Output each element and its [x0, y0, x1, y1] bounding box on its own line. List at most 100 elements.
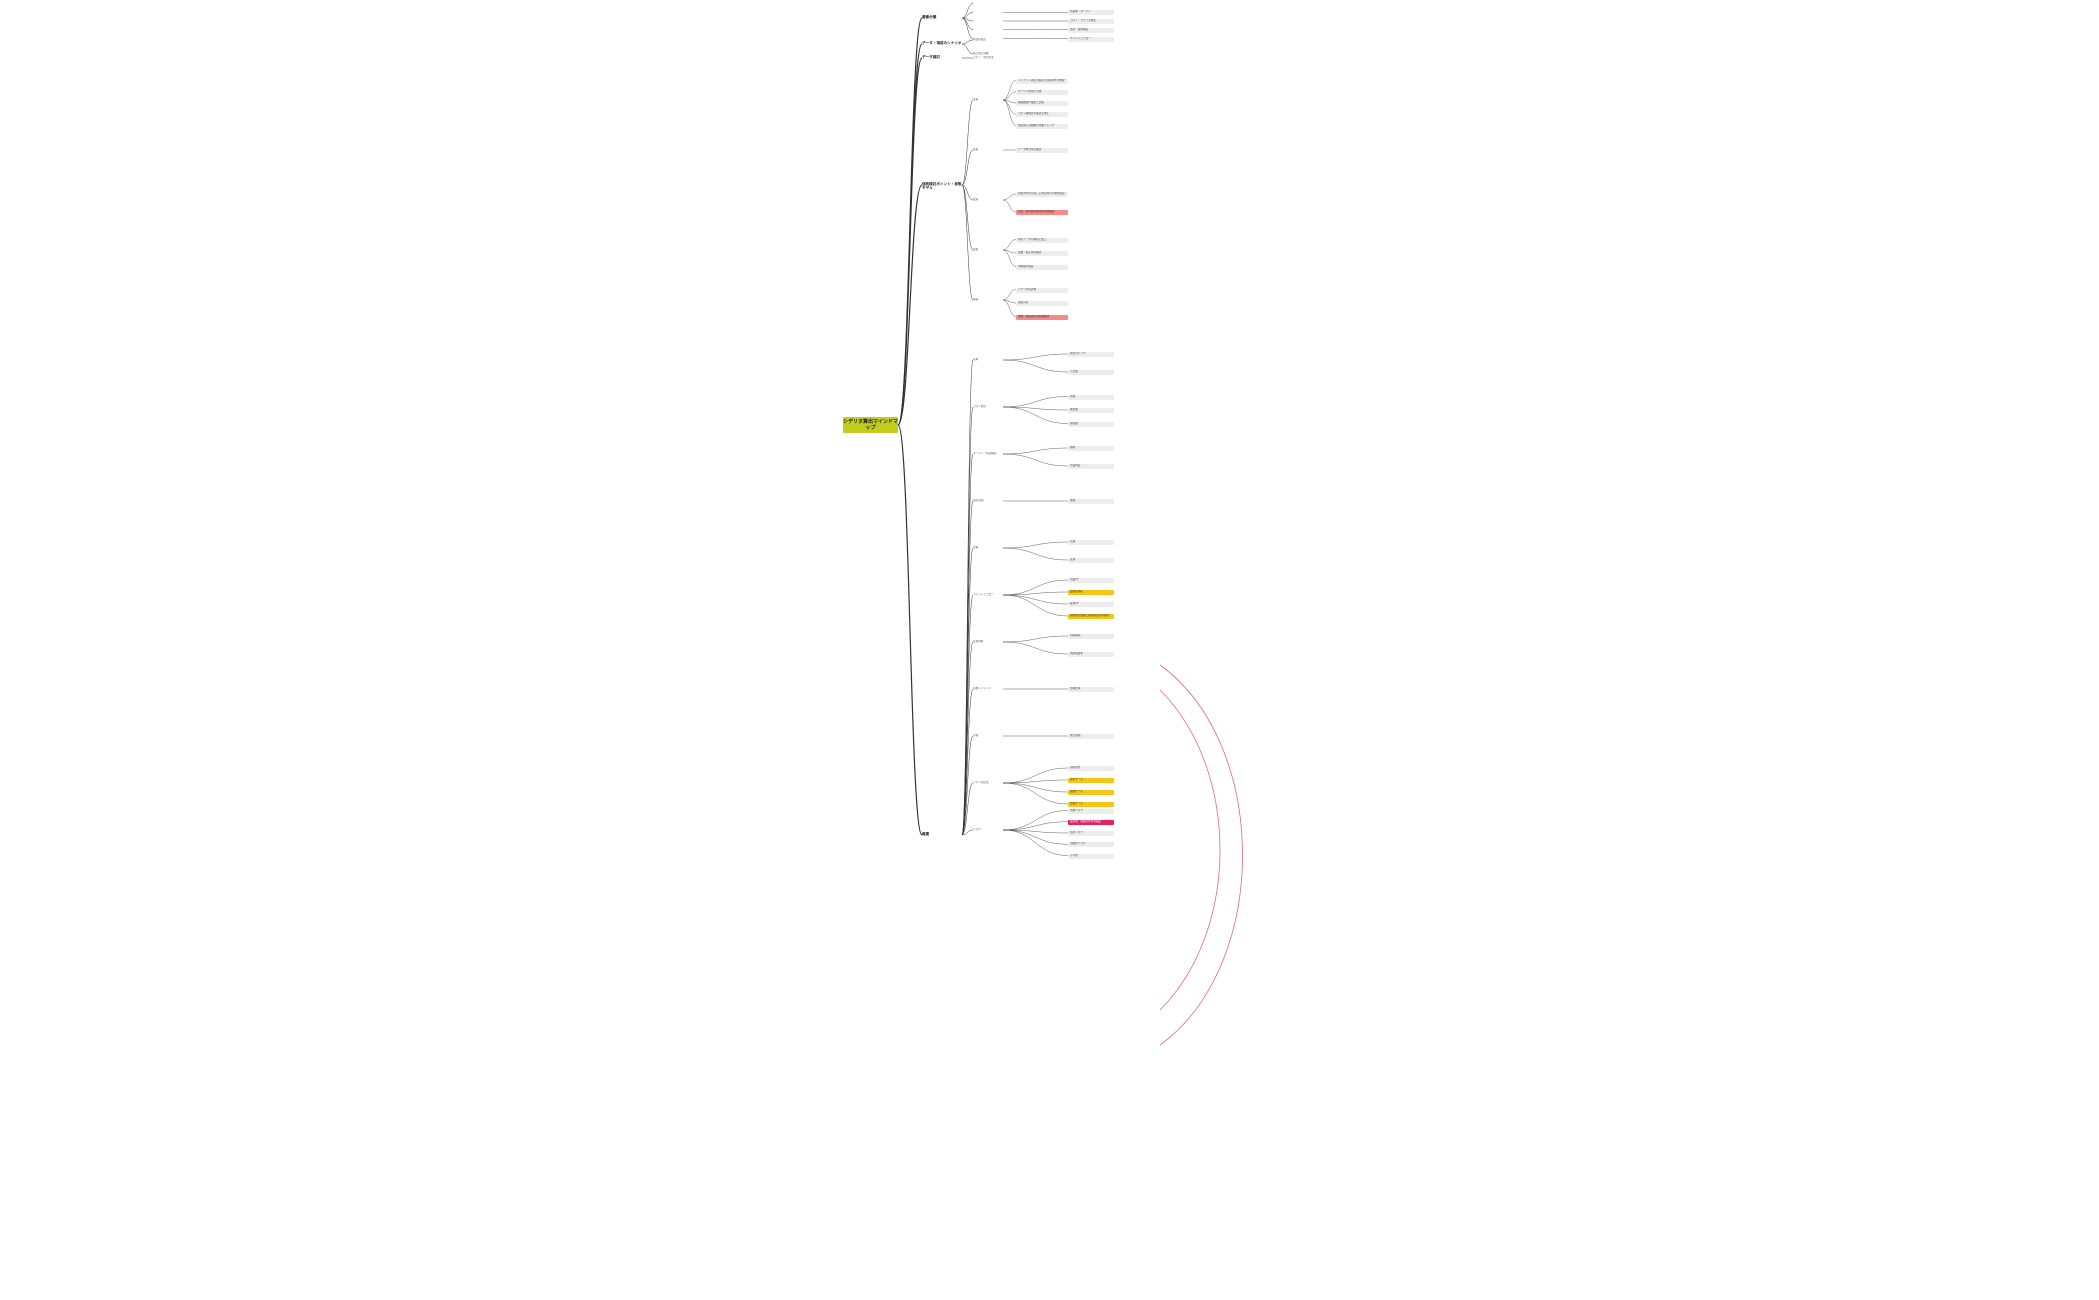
subtopic-node[interactable]: -: [973, 1, 974, 5]
leaf-node[interactable]: 注意：異常値の検出時は再確認: [1016, 210, 1068, 215]
subtopic-node[interactable]: 項目別設定: [973, 38, 986, 41]
leaf-node[interactable]: 営業利益: [1068, 464, 1114, 469]
leaf-node[interactable]: 要確認項目: [1068, 590, 1114, 595]
subtopic-node[interactable]: 関連: [973, 298, 979, 301]
subtopic-node[interactable]: 資産評価: [973, 499, 984, 502]
leaf-node[interactable]: 粗利: [1068, 446, 1114, 451]
leaf-node[interactable]: 原価: [1068, 394, 1114, 400]
leaf-node[interactable]: 販管費: [1068, 408, 1114, 413]
connector: [1002, 453, 1069, 467]
connector: [1002, 782, 1069, 793]
leaf-node[interactable]: 回収期間: [1068, 634, 1114, 639]
subtopic-node[interactable]: 要素: [973, 198, 979, 201]
connector: [1002, 396, 1069, 408]
subtopic-node[interactable]: -: [973, 36, 974, 40]
leaf-node[interactable]: 間接費: [1068, 421, 1114, 427]
branch-node[interactable]: データ検討: [922, 55, 940, 59]
connector: [1002, 249, 1017, 267]
leaf-node[interactable]: 関連数値の抽出と比較: [1016, 101, 1068, 106]
subtopic-node[interactable]: マージン・利益構造: [973, 452, 997, 455]
connector: [1002, 359, 1069, 373]
leaf-node[interactable]: 資産・負債構造: [1068, 27, 1114, 33]
connector: [1002, 594, 1069, 617]
leaf-node[interactable]: 感度分析: [1016, 301, 1068, 306]
leaf-node[interactable]: 内部収益率: [1068, 652, 1114, 657]
leaf-node[interactable]: シナリオ別試算: [1016, 287, 1068, 293]
connector: [1002, 547, 1069, 561]
connector: [961, 184, 974, 201]
leaf-node[interactable]: 参照データの取得と加工: [1016, 237, 1068, 243]
connector: [1002, 406, 1069, 411]
subtopic-node[interactable]: 負債: [973, 546, 979, 549]
leaf-node[interactable]: 楽観ケース: [1068, 790, 1114, 795]
connector: [1002, 299, 1017, 304]
subtopic-node[interactable]: シナリオ比較: [973, 781, 989, 784]
branch-node[interactable]: データ・項目のシナリオ: [922, 41, 962, 45]
subtopic-node[interactable]: 要素: [973, 248, 979, 251]
leaf-node[interactable]: 重要：前提崩れの影響範囲: [1016, 314, 1068, 320]
leaf-node[interactable]: 信用リスク: [1068, 831, 1114, 836]
branch-node[interactable]: 概要: [922, 832, 930, 836]
connector: [1002, 289, 1017, 301]
connector: [1002, 239, 1017, 251]
subtopic-node[interactable]: -: [973, 10, 974, 14]
connector: [961, 43, 974, 55]
connector: [1002, 829, 1069, 845]
leaf-node[interactable]: マージン算出の手順: [1016, 89, 1068, 95]
connector: [1002, 782, 1069, 805]
leaf-node[interactable]: 利益率・マージン: [1068, 10, 1114, 16]
connector: [1002, 810, 1069, 831]
leaf-node[interactable]: 営業CF: [1068, 578, 1114, 583]
leaf-node[interactable]: 総合評価: [1068, 734, 1114, 739]
leaf-node[interactable]: 悲観ケース: [1068, 802, 1114, 807]
leaf-node[interactable]: 長期: [1068, 558, 1114, 563]
leaf-node[interactable]: 前提条件: [1068, 766, 1114, 771]
subtopic-node[interactable]: キャッシュフロー: [973, 593, 994, 596]
leaf-node[interactable]: その他: [1068, 853, 1114, 859]
subtopic-node[interactable]: コスト算出: [973, 405, 986, 408]
leaf-node[interactable]: インプット項目の確認と前提条件の整理: [1016, 78, 1068, 84]
subtopic-node[interactable]: 財務レバレッジ: [973, 687, 992, 690]
leaf-node[interactable]: 市場リスク: [1068, 808, 1114, 814]
leaf-node[interactable]: 中間値の検証: [1016, 264, 1068, 270]
subtopic-node[interactable]: 基本: [973, 358, 979, 361]
leaf-node[interactable]: 調整後の数値と関連項目の再評価: [1068, 614, 1114, 619]
connector: [1002, 641, 1069, 655]
subtopic-node[interactable]: 投資判断: [973, 640, 984, 643]
leaf-node[interactable]: コスト構成比の確認と修正: [1016, 112, 1068, 118]
branch-node[interactable]: 要素分類: [922, 15, 937, 19]
connector: [1002, 249, 1017, 254]
subtopic-node[interactable]: -: [973, 27, 974, 31]
leaf-node[interactable]: 流動性リスク: [1068, 842, 1114, 848]
leaf-node[interactable]: 係数・補正値の確認: [1016, 251, 1068, 256]
root-node[interactable]: シデリタ算出マインドマップ: [843, 417, 899, 433]
leaf-node[interactable]: データ整合性の確認: [1016, 148, 1068, 153]
connector: [961, 829, 974, 836]
leaf-node[interactable]: 前提条件の見直しと再計算の手順を確認: [1016, 192, 1068, 197]
subtopic-node[interactable]: リスク: [973, 828, 981, 831]
leaf-node[interactable]: 想定値と実績値の乖離チェック: [1016, 123, 1068, 129]
branch-node[interactable]: 個別検討ポイント・参照モデル: [922, 182, 962, 189]
connector: [897, 184, 923, 426]
subtopic-node[interactable]: 要素: [973, 148, 979, 151]
leaf-node[interactable]: 投資CF: [1068, 602, 1114, 607]
leaf-node[interactable]: 簿価: [1068, 499, 1114, 504]
connector: [1002, 591, 1069, 596]
connector: [961, 782, 974, 836]
subtopic-node[interactable]: -: [973, 19, 974, 22]
leaf-node[interactable]: 算出ロジック: [1068, 352, 1114, 357]
leaf-node[interactable]: 短期: [1068, 540, 1114, 545]
leaf-node[interactable]: 基準ケース: [1068, 778, 1114, 783]
connector: [1002, 779, 1069, 784]
leaf-node[interactable]: 負債比率: [1068, 687, 1114, 692]
leaf-node[interactable]: コスト・プライス算出: [1068, 19, 1114, 24]
subtopic-node[interactable]: コスト・算出方法: [973, 56, 994, 59]
leaf-node[interactable]: キャッシュフロー: [1068, 36, 1114, 42]
leaf-node[interactable]: 入力値: [1068, 370, 1114, 375]
leaf-node[interactable]: 最重要：前提条件の再検証: [1068, 819, 1114, 825]
connector: [1002, 829, 1069, 834]
subtopic-node[interactable]: 評価: [973, 734, 979, 737]
connector: [961, 99, 974, 186]
subtopic-node[interactable]: 要素: [973, 98, 979, 101]
subtopic-node[interactable]: 補正値と係数: [973, 52, 989, 55]
